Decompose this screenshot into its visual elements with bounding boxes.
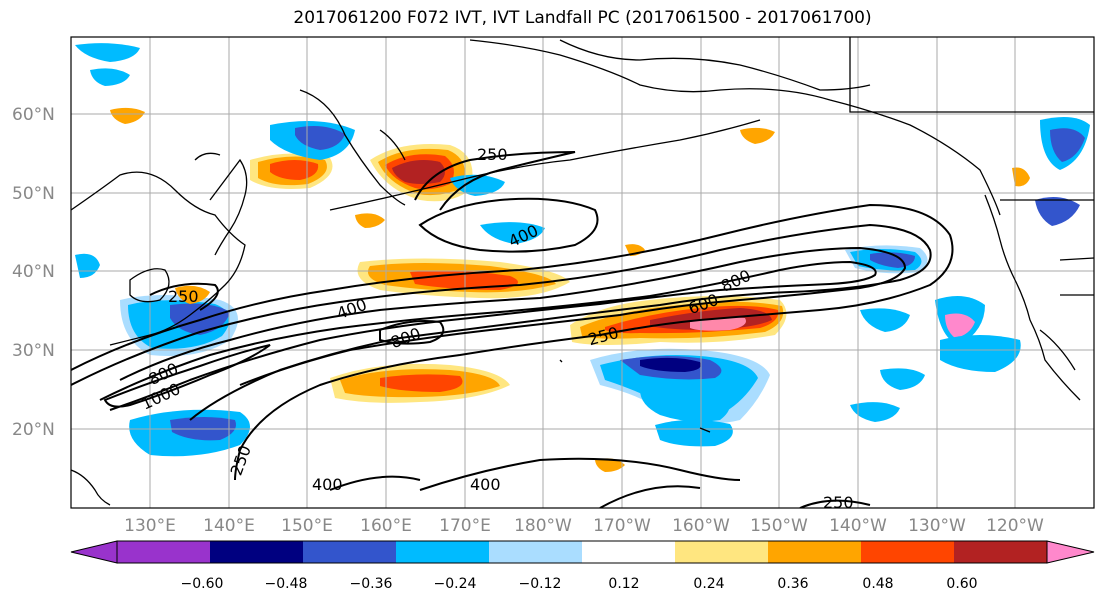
- lon-label: 140°W: [829, 516, 887, 536]
- lon-label: 160°W: [672, 516, 730, 536]
- colorbar-ticks: −0.60 −0.48 −0.36 −0.24 −0.12 0.12 0.24 …: [181, 576, 978, 592]
- map-title: 2017061200 F072 IVT, IVT Landfall PC (20…: [293, 8, 872, 28]
- colorbar-tick: −0.60: [181, 576, 224, 592]
- lon-label: 180°W: [514, 516, 572, 536]
- lon-label: 140°E: [203, 516, 255, 536]
- colorbar-extend-low: [70, 540, 118, 564]
- colorbar-tick: −0.48: [265, 576, 308, 592]
- colorbar-tick: −0.36: [350, 576, 393, 592]
- colorbar-bin: [396, 541, 490, 563]
- colorbar-bin: [303, 541, 397, 563]
- lon-label: 170°E: [439, 516, 491, 536]
- lat-labels: 60°N 50°N 40°N 30°N 20°N: [12, 105, 55, 440]
- lat-label: 20°N: [12, 420, 55, 440]
- contour-label: 250: [168, 287, 199, 306]
- colorbar-tick: 0.24: [693, 576, 724, 592]
- colorbar-bin: [861, 541, 955, 563]
- colorbar-tick: 0.48: [862, 576, 893, 592]
- lat-label: 40°N: [12, 262, 55, 282]
- colorbar-tick: 0.12: [608, 576, 639, 592]
- colorbar-tick: −0.24: [434, 576, 477, 592]
- gridlines: [71, 37, 1094, 508]
- map-border: [70, 36, 1095, 509]
- contour-label: 400: [470, 475, 501, 494]
- colorbar-bin: [117, 541, 211, 563]
- colorbar-bin: [210, 541, 304, 563]
- lon-labels: 130°E 140°E 150°E 160°E 170°E 180°W 170°…: [124, 516, 1044, 536]
- colorbar-tick: 0.60: [946, 576, 977, 592]
- contour-label: 250: [823, 493, 854, 512]
- colorbar-bin: [489, 541, 583, 563]
- colorbar-bin: [675, 541, 769, 563]
- lon-label: 160°E: [360, 516, 412, 536]
- lon-label: 130°E: [124, 516, 176, 536]
- colorbar-bin: [768, 541, 862, 563]
- lon-label: 170°W: [593, 516, 651, 536]
- colorbar-extend-high: [1046, 540, 1095, 564]
- lat-label: 30°N: [12, 341, 55, 361]
- colorbar-bin: [582, 541, 676, 563]
- coastlines: [71, 37, 1094, 506]
- colorbar-bin: [954, 541, 1048, 563]
- lon-label: 120°W: [986, 516, 1044, 536]
- lat-label: 60°N: [12, 105, 55, 125]
- lat-label: 50°N: [12, 184, 55, 204]
- contour-label: 400: [312, 475, 343, 494]
- colorbar-tick: 0.36: [777, 576, 808, 592]
- lon-label: 150°W: [750, 516, 808, 536]
- contour-label: 250: [477, 145, 508, 164]
- colorbar-tick: −0.12: [519, 576, 562, 592]
- ivt-contours: [71, 151, 954, 508]
- lon-label: 150°E: [281, 516, 333, 536]
- colorbar: [70, 540, 1095, 564]
- lon-label: 130°W: [908, 516, 966, 536]
- colorbar-border: [116, 540, 1048, 564]
